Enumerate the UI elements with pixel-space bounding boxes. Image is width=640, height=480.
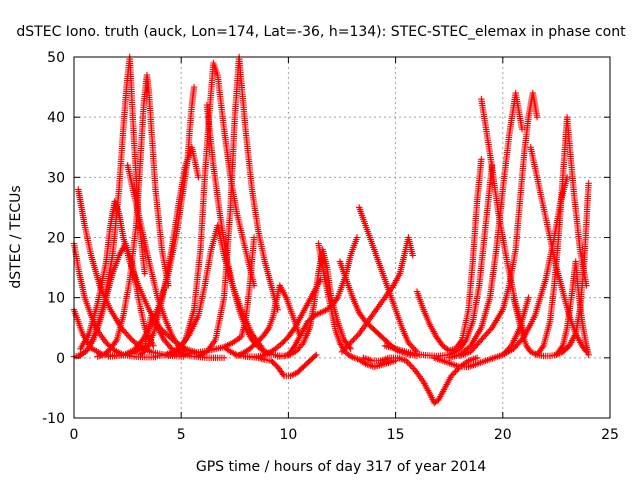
x-tick-label: 5 xyxy=(177,427,186,443)
series-markers xyxy=(94,71,172,360)
y-tick-label: 10 xyxy=(47,291,65,307)
series-14 xyxy=(195,53,281,360)
y-tick-label: 50 xyxy=(47,50,65,66)
x-tick-label: 15 xyxy=(387,427,405,443)
series-25 xyxy=(360,354,481,407)
y-tick-label: 0 xyxy=(56,351,65,367)
series-24 xyxy=(338,234,416,355)
series-markers xyxy=(413,156,485,354)
series-markers xyxy=(338,234,416,355)
y-tick-label: 40 xyxy=(47,110,65,126)
series-markers xyxy=(559,180,592,355)
series-markers xyxy=(169,234,258,358)
series-10 xyxy=(124,162,189,355)
series-markers xyxy=(381,162,496,360)
series-markers xyxy=(360,354,481,407)
series-markers xyxy=(124,162,189,355)
series-markers xyxy=(195,53,281,360)
series-37 xyxy=(478,95,528,337)
y-tick-label: -10 xyxy=(42,411,65,427)
y-tick-label: 20 xyxy=(47,231,65,247)
series-23 xyxy=(356,204,421,355)
series-20 xyxy=(285,234,361,358)
x-tick-label: 25 xyxy=(601,427,619,443)
series-markers xyxy=(233,282,303,360)
series-35 xyxy=(559,180,592,355)
x-tick-label: 0 xyxy=(70,427,79,443)
series-16 xyxy=(169,234,258,358)
series-markers xyxy=(356,204,421,355)
x-tick-label: 10 xyxy=(279,427,297,443)
series-markers xyxy=(242,351,320,380)
data-points xyxy=(70,53,592,407)
series-7 xyxy=(94,71,172,360)
series-markers xyxy=(499,174,571,358)
series-markers xyxy=(446,89,526,361)
series-markers xyxy=(285,234,361,358)
series-18 xyxy=(233,282,303,360)
series-17 xyxy=(242,351,320,380)
series-26 xyxy=(413,156,485,354)
series-markers xyxy=(315,240,399,371)
y-axis-label: dSTEC / TECUs xyxy=(8,185,24,288)
axis-ticks: 0 5 10 15 20 25 -10 0 10 20 30 40 50 xyxy=(42,50,619,443)
x-tick-label: 20 xyxy=(494,427,512,443)
x-axis-label: GPS time / hours of day 317 of year 2014 xyxy=(196,459,486,475)
series-markers xyxy=(478,95,528,337)
series-30 xyxy=(446,89,526,361)
series-21 xyxy=(315,240,399,371)
series-27 xyxy=(381,162,496,360)
y-tick-label: 30 xyxy=(47,170,65,186)
chart-title: dSTEC Iono. truth (auck, Lon=174, Lat=-3… xyxy=(16,24,626,40)
series-36 xyxy=(499,174,571,358)
